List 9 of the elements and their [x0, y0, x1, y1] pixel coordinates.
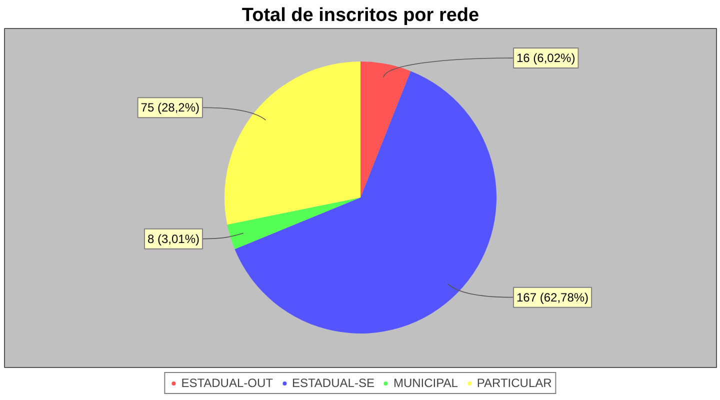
chart-title: Total de inscritos por rede	[242, 5, 480, 26]
legend-label: PARTICULAR	[476, 376, 552, 390]
legend-label: ESTADUAL-OUT	[181, 376, 273, 390]
data-label: 8 (3,01%)	[147, 232, 200, 246]
data-label: 75 (28,2%)	[140, 100, 200, 115]
legend-label: ESTADUAL-SE	[292, 376, 374, 390]
data-label: 16 (6,02%)	[516, 51, 576, 66]
legend-label: MUNICIPAL	[393, 376, 458, 390]
data-label: 167 (62,78%)	[516, 290, 589, 304]
